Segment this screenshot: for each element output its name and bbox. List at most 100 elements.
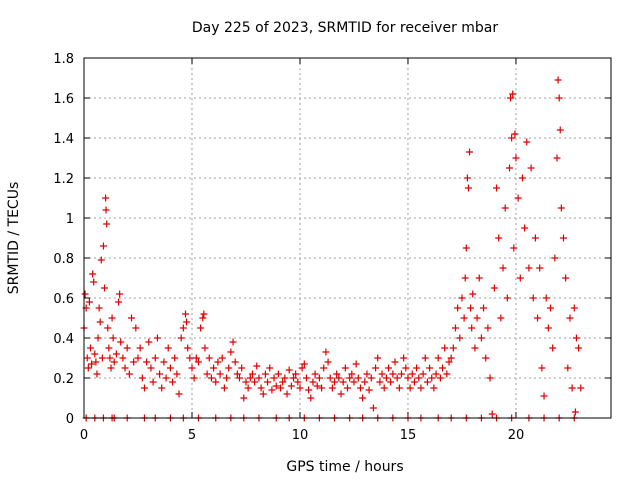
data-point [184,344,192,352]
data-point [296,384,304,392]
data-point [372,364,380,372]
data-point [348,370,356,378]
data-point [324,358,332,366]
data-point [523,138,531,146]
data-point [104,324,112,332]
data-point [460,314,468,322]
data-point [83,354,91,362]
data-point [266,364,274,372]
data-point [471,344,479,352]
data-point [553,154,561,162]
data-point [410,378,418,386]
data-point [497,314,505,322]
data-point [98,354,106,362]
data-point [385,364,393,372]
data-point [525,264,533,272]
data-point [309,378,317,386]
data-point [272,382,280,390]
data-point [257,384,265,392]
data-point [389,370,397,378]
data-point [285,366,293,374]
data-point [365,386,373,394]
data-point [92,358,100,366]
data-point [143,358,151,366]
data-point [447,354,455,362]
data-point [300,360,308,368]
data-point [102,206,110,214]
y-tick-label: 0.2 [53,372,74,387]
data-point [391,358,399,366]
data-point [105,344,113,352]
data-point [81,290,89,298]
data-point [203,370,211,378]
data-point [363,370,371,378]
data-point [199,314,207,322]
data-point [173,370,181,378]
axis-ticks: 0 0.2 0.4 0.6 0.8 1 1.2 1.4 1.6 1.8 0 5 10 15 20 [53,52,611,443]
data-point [322,348,330,356]
data-point [218,354,226,362]
data-point [229,338,237,346]
data-point [374,354,382,362]
data-point [183,318,191,326]
data-point [132,324,140,332]
data-point [456,334,464,342]
data-point [140,384,148,392]
data-point [200,310,208,318]
data-point [415,374,423,382]
y-tick-label: 1.8 [53,52,74,67]
data-point [333,370,341,378]
data-point [123,344,131,352]
data-point [458,294,466,302]
chart-title: Day 225 of 2023, SRMTID for receiver mba… [192,20,499,36]
data-point [246,374,254,382]
data-point [318,384,326,392]
x-axis-label: GPS time / hours [286,459,403,475]
data-point [145,338,153,346]
data-point [378,370,386,378]
data-point [451,324,459,332]
data-point [556,126,564,134]
data-point [544,324,552,332]
y-tick-label: 1.6 [53,92,74,107]
data-point [169,378,177,386]
data-point [361,378,369,386]
data-point [393,374,401,382]
x-tick-label: 5 [188,428,196,443]
data-point [434,354,442,362]
data-point [406,384,414,392]
data-point [236,374,244,382]
data-point [205,354,213,362]
data-point [439,364,447,372]
data-point [352,360,360,368]
data-point [503,294,511,302]
y-axis-label: SRMTID / TECUs [6,182,22,295]
data-point [557,204,565,212]
data-point [121,364,129,372]
data-point [402,364,410,372]
data-point [436,374,444,382]
data-point [242,378,250,386]
data-point [508,134,516,142]
data-point [223,374,231,382]
data-point [488,410,496,418]
data-point [84,364,92,372]
data-point [311,370,319,378]
data-point [277,384,285,392]
data-point [568,384,576,392]
data-point [417,384,425,392]
data-point [287,382,295,390]
data-point [423,378,431,386]
x-tick-label: 10 [292,428,309,443]
data-point [477,334,485,342]
data-point [90,278,98,286]
data-point [395,384,403,392]
data-point [216,370,224,378]
y-tick-label: 0.6 [53,292,74,307]
data-point [462,244,470,252]
data-point [461,274,469,282]
data-point [529,294,537,302]
data-point [350,378,358,386]
data-point [320,364,328,372]
data-point [516,274,524,282]
